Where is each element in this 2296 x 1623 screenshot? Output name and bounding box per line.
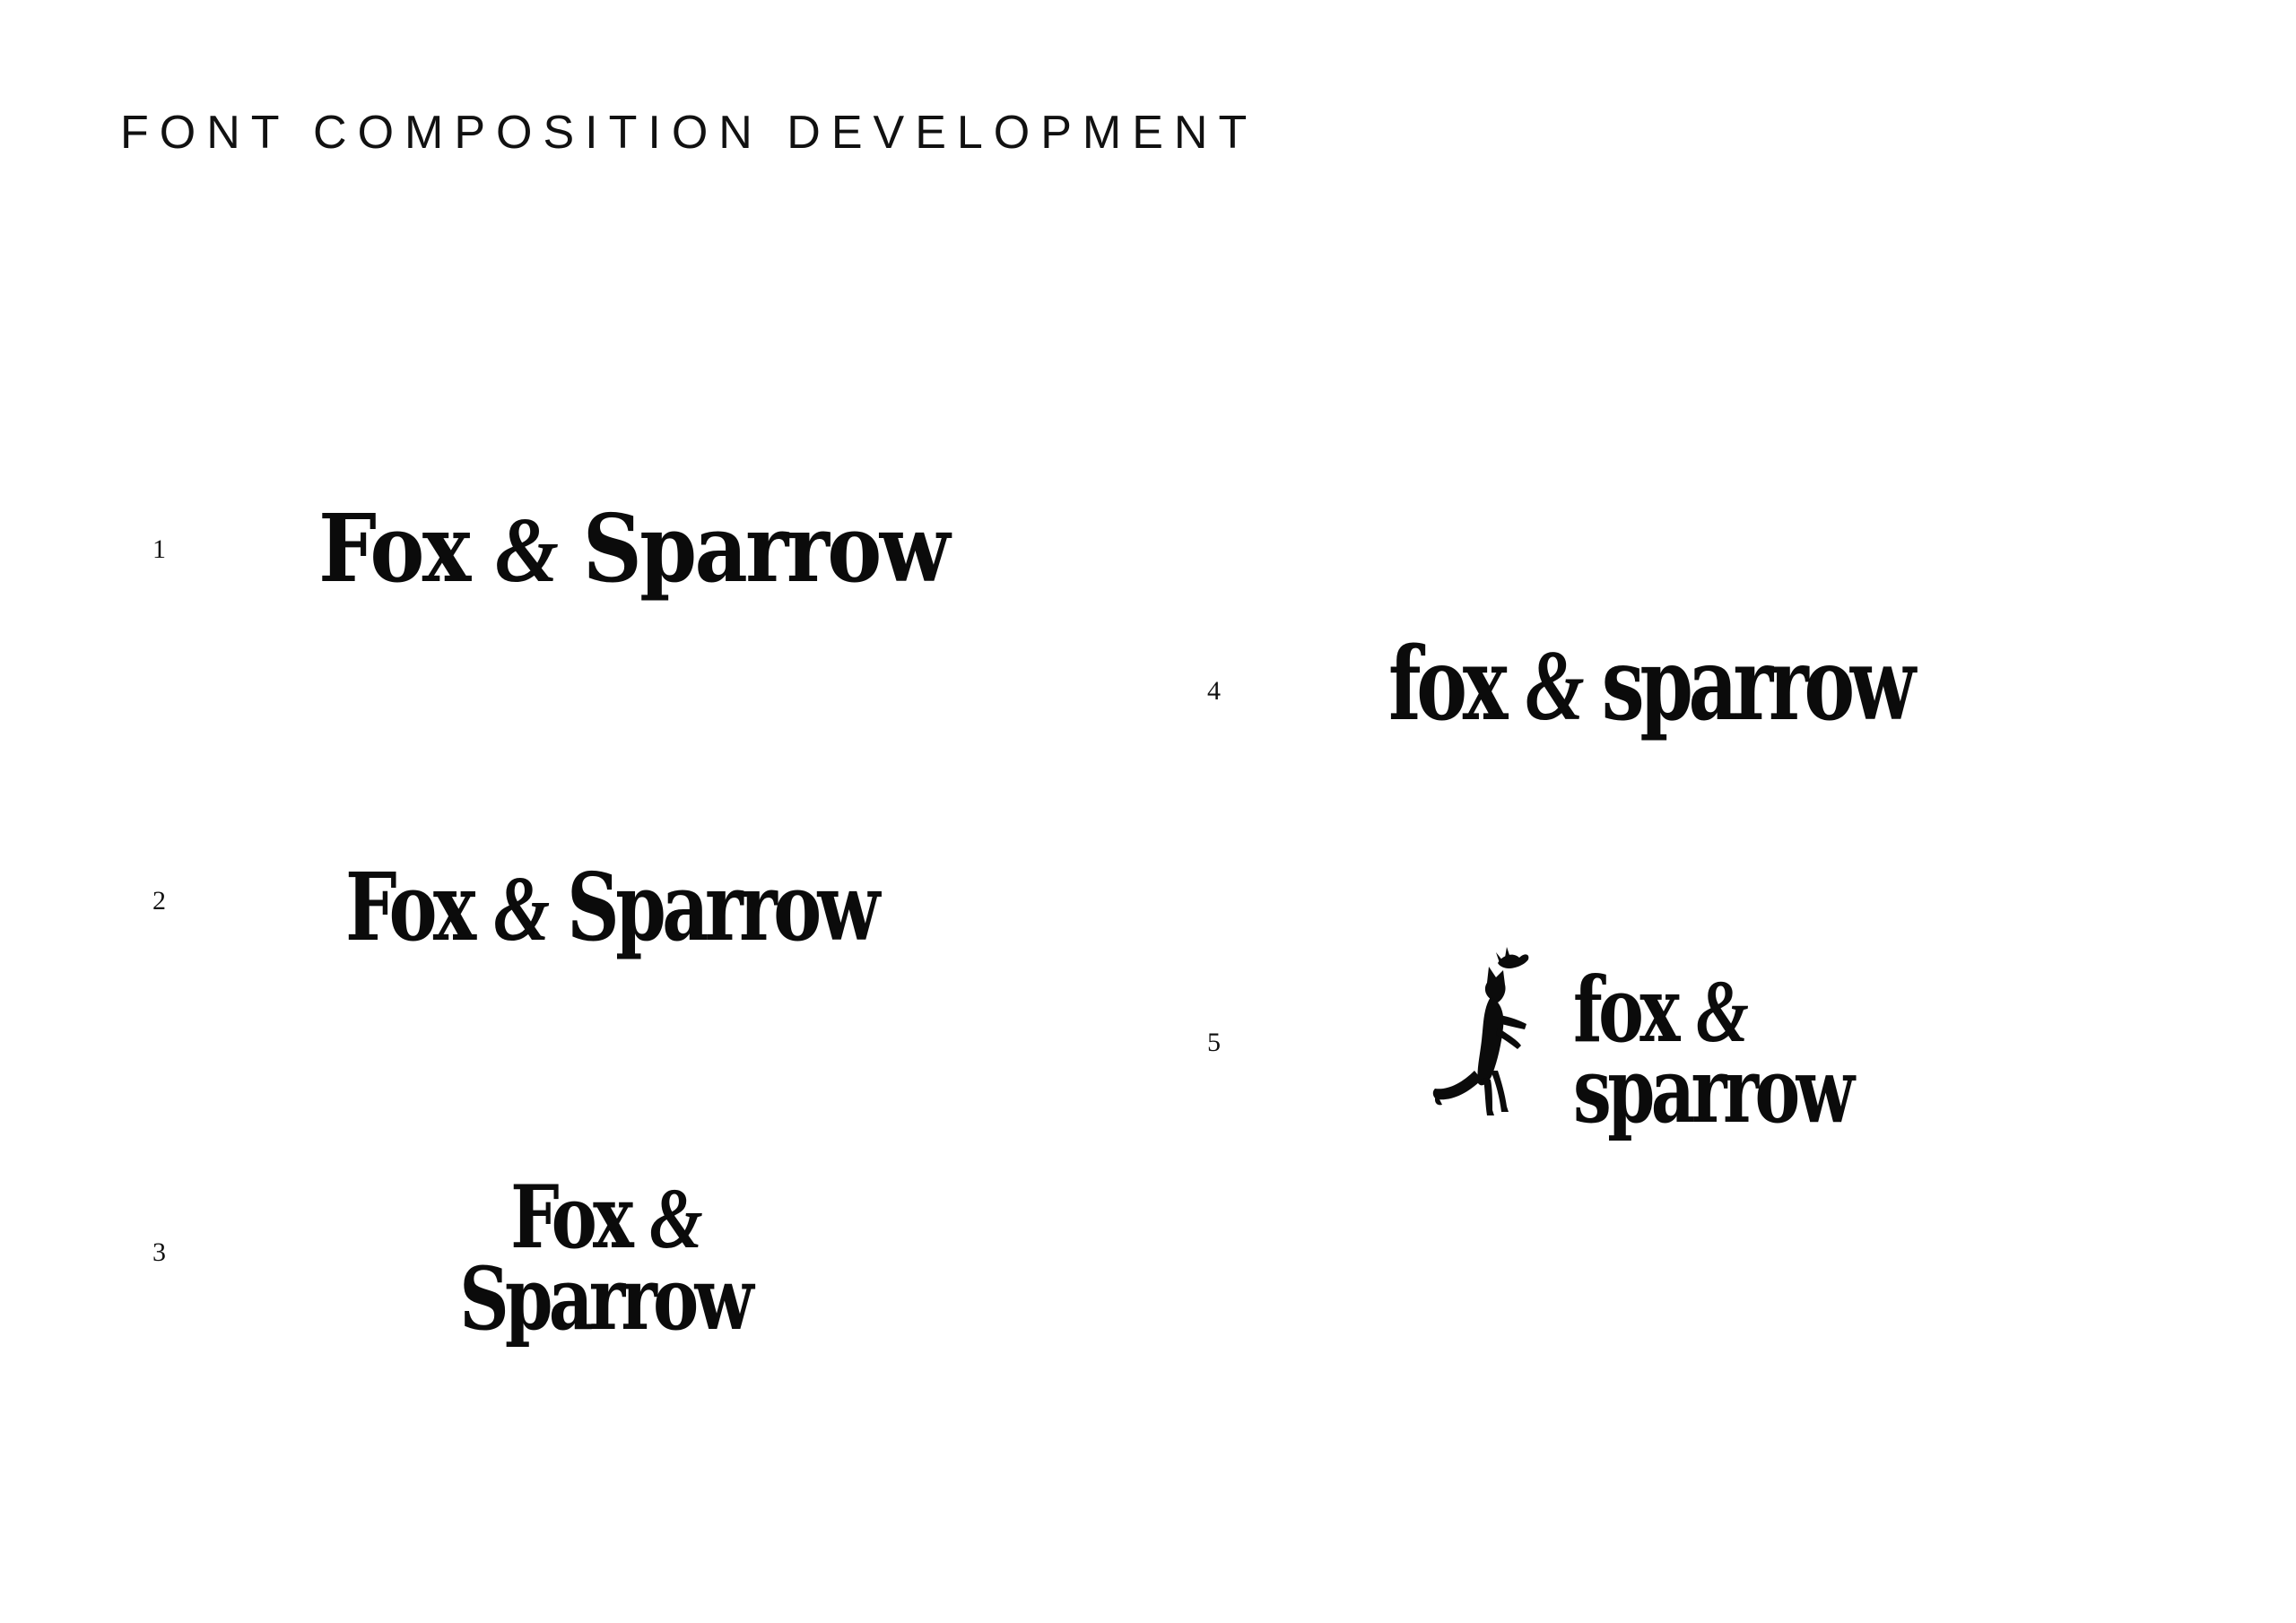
ampersand: &: [648, 1170, 703, 1266]
logo-option-5-text: fox & sparrow: [1573, 961, 1855, 1143]
page-title: FONT COMPOSITION DEVELOPMENT: [120, 107, 1258, 159]
logo-option-5: fox & sparrow: [1431, 945, 1916, 1142]
logo-option-4: fox & sparrow: [1388, 630, 1916, 742]
ampersand: &: [1695, 961, 1749, 1061]
logo-line-1: fox &: [1573, 961, 1850, 1061]
logo-line-2: Sparrow: [459, 1248, 753, 1350]
logo-word-sparrow: sparrow: [1601, 626, 1916, 743]
logo-word-fox: Fox: [510, 1167, 634, 1268]
ampersand: &: [1525, 630, 1584, 742]
ampersand: &: [493, 857, 550, 960]
option-number-5: 5: [1207, 1028, 1221, 1057]
logo-option-3: Fox & Sparrow: [447, 1170, 762, 1350]
logo-word-sparrow: Sparrow: [582, 493, 951, 603]
logo-word-fox: Fox: [318, 493, 471, 603]
leaping-fox-with-sparrow-icon: [1432, 947, 1529, 1115]
logo-word-sparrow: Sparrow: [567, 852, 880, 962]
logo-option-1: Fox & Sparrow: [318, 499, 951, 602]
logo-word-fox: fox: [1388, 626, 1508, 743]
logo-word-fox: Fox: [345, 852, 476, 962]
logo-line-2: sparrow: [1573, 1037, 1855, 1143]
logo-line-1: Fox &: [447, 1170, 762, 1266]
option-number-3: 3: [152, 1237, 166, 1267]
logo-option-2: Fox & Sparrow: [345, 857, 880, 960]
option-number-4: 4: [1207, 676, 1221, 706]
logo-word-fox: fox: [1573, 957, 1681, 1063]
option-number-2: 2: [152, 886, 166, 916]
option-number-1: 1: [152, 534, 166, 564]
ampersand: &: [494, 499, 559, 602]
